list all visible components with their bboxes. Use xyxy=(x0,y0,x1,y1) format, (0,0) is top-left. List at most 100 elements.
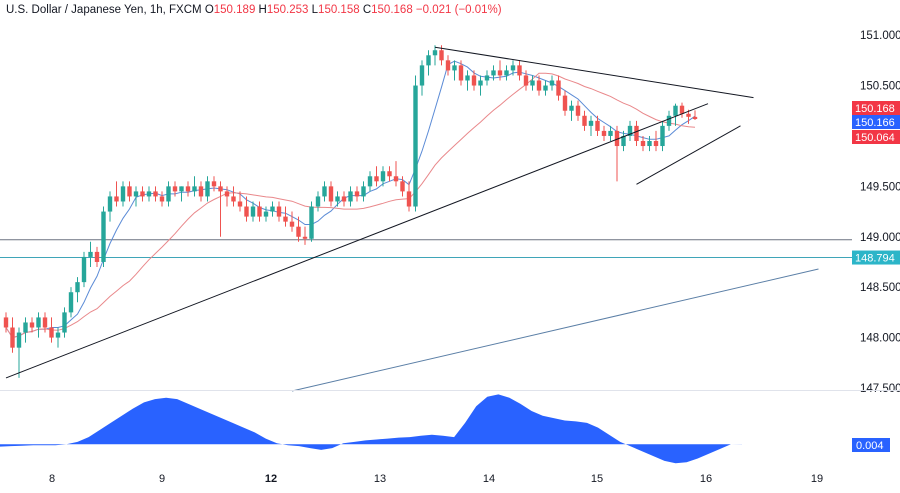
candle-body xyxy=(198,186,204,197)
candle-body xyxy=(614,130,620,147)
time-axis-tick: 19 xyxy=(811,473,823,485)
candle-body xyxy=(660,125,665,147)
candle-body xyxy=(465,75,470,81)
price-tag-label: 150.166 xyxy=(855,117,895,129)
candle-body xyxy=(244,206,249,217)
candle-body xyxy=(523,75,529,86)
open-label: O xyxy=(204,4,214,16)
candle-body xyxy=(387,171,392,177)
candle-body xyxy=(101,211,106,262)
candle-body xyxy=(42,317,48,328)
candle-body xyxy=(536,80,542,91)
oscillator-tag-label: 0.004 xyxy=(856,440,884,452)
candle-body xyxy=(588,120,594,126)
time-axis-tick: 8 xyxy=(49,473,55,485)
candle-body xyxy=(120,186,126,202)
candle-body xyxy=(283,216,288,222)
candle-body xyxy=(640,140,646,147)
candle-body xyxy=(10,327,15,348)
symbol-title: U.S. Dollar / Japanese Yen, 1h, FXCM xyxy=(6,4,202,16)
candle-body xyxy=(179,186,184,192)
candle-body xyxy=(692,116,698,120)
candle-body xyxy=(309,206,314,239)
candle-body xyxy=(445,60,451,71)
candle-body xyxy=(341,196,347,202)
chart-header: U.S. Dollar / Japanese Yen, 1h, FXCM O15… xyxy=(6,4,502,16)
candle-body xyxy=(634,125,639,141)
candle-body xyxy=(608,130,613,136)
time-axis-tick: 9 xyxy=(159,473,165,485)
candle-body xyxy=(75,282,80,293)
price-axis-tick: 149.500 xyxy=(860,181,900,193)
candle-body xyxy=(647,140,652,147)
candle-body xyxy=(68,292,74,313)
candle-body xyxy=(575,105,581,116)
candle-body xyxy=(679,105,685,114)
candle-body xyxy=(302,236,308,239)
candle-body xyxy=(627,125,633,136)
candle-body xyxy=(289,221,295,227)
price-axis-tick: 148.000 xyxy=(860,333,900,345)
price-tag-label: 148.794 xyxy=(855,253,895,265)
candle-body xyxy=(192,186,197,192)
candle-body xyxy=(276,206,282,217)
candle-body xyxy=(471,75,477,86)
price-tag xyxy=(852,101,900,115)
candle-body xyxy=(296,226,301,237)
candle-body xyxy=(510,65,516,71)
change-value: −0.021 (−0.01%) xyxy=(415,4,502,16)
candle-body xyxy=(159,196,165,202)
candle-body xyxy=(556,80,561,96)
candle-body xyxy=(530,80,535,86)
candle-body xyxy=(328,186,334,202)
candle-body xyxy=(426,55,431,66)
candle-body xyxy=(569,105,574,111)
low-label: L xyxy=(311,4,319,16)
low-value: 150.158 xyxy=(318,4,360,16)
price-axis-tick: 149.000 xyxy=(860,232,900,244)
candle-body xyxy=(601,130,607,136)
lower-trendline xyxy=(5,103,709,379)
open-value: 150.189 xyxy=(213,4,256,16)
candle-body xyxy=(406,191,412,207)
candle-body xyxy=(263,211,269,217)
candle-body xyxy=(146,191,152,197)
candle-body xyxy=(16,332,22,348)
candle-body xyxy=(621,135,626,147)
price-tag-label: 150.064 xyxy=(855,132,895,144)
candle-body xyxy=(218,186,223,192)
candle-body xyxy=(549,80,555,86)
candle-body xyxy=(504,70,509,76)
long-support xyxy=(291,268,819,392)
candle-body xyxy=(153,191,158,197)
time-axis-tick: 12 xyxy=(265,473,277,485)
oscillator-area xyxy=(0,394,742,464)
candle-body xyxy=(413,85,418,207)
candle-body xyxy=(23,322,28,333)
candle-body xyxy=(517,65,522,76)
candle-body xyxy=(166,186,171,202)
candle-body xyxy=(88,251,93,257)
candle-body xyxy=(205,181,210,197)
candle-body xyxy=(374,176,379,182)
candle-body xyxy=(211,181,217,187)
candle-body xyxy=(361,186,366,197)
candle-body xyxy=(29,322,35,328)
candle-body xyxy=(270,206,275,212)
candle-body xyxy=(36,317,41,328)
price-tag xyxy=(852,130,900,144)
candle-body xyxy=(133,191,139,197)
candle-body xyxy=(107,196,113,212)
candle-body xyxy=(250,206,256,217)
candle-body xyxy=(257,206,262,217)
candle-body xyxy=(686,113,691,117)
candle-body xyxy=(94,251,100,262)
high-value: 150.253 xyxy=(266,4,309,16)
candle-body xyxy=(55,332,61,338)
candle-body xyxy=(653,140,659,147)
candle-body xyxy=(315,196,321,207)
candle-body xyxy=(484,75,490,81)
candle-body xyxy=(458,65,464,81)
